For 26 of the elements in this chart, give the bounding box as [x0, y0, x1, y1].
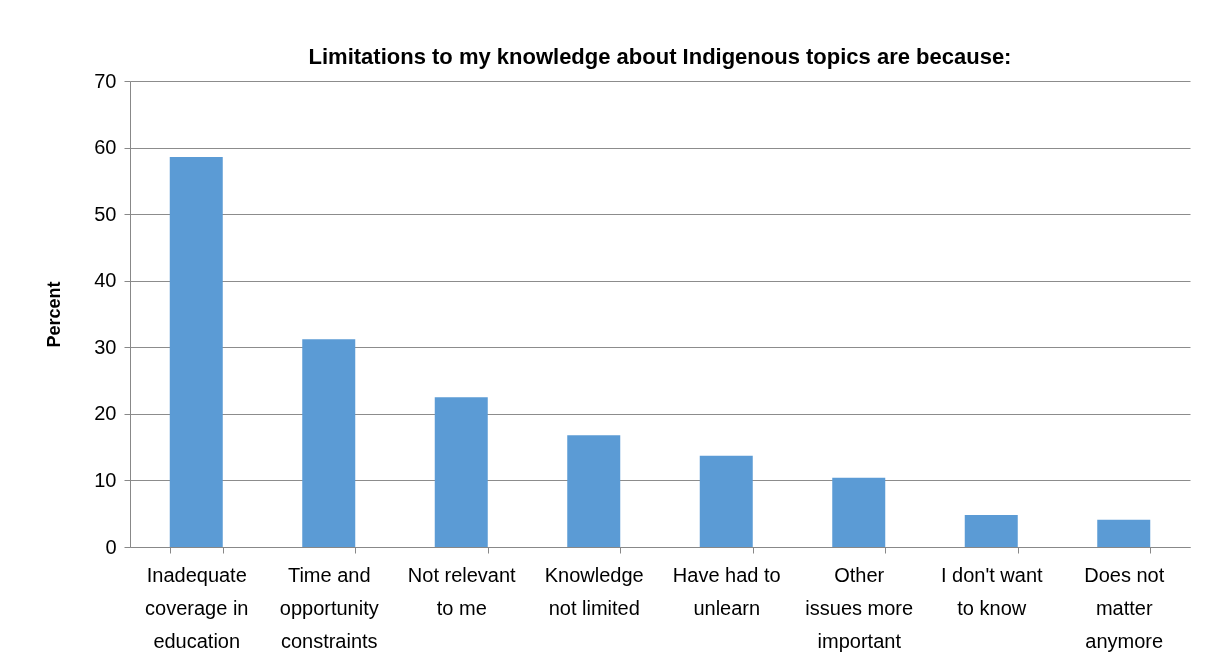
- bar: [302, 339, 356, 547]
- y-tick-label: 40: [94, 269, 117, 292]
- x-tick-label: Inadequate coverage in education: [145, 563, 249, 652]
- bar: [567, 435, 621, 547]
- bar: [699, 455, 753, 547]
- y-tick-label: 70: [94, 69, 117, 92]
- y-tick-label: 60: [94, 136, 117, 159]
- y-tick-label: 0: [105, 535, 117, 558]
- x-tick-label: Time and opportunity constraints: [279, 563, 379, 652]
- chart-title: Limitations to my knowledge about Indigenous topics are because:: [308, 44, 1012, 69]
- bar: [434, 397, 488, 547]
- x-tick-label: Does not matter anymore: [1084, 563, 1165, 652]
- x-tick-label: Other issues more important: [805, 563, 914, 652]
- bar: [964, 515, 1018, 547]
- x-tick-label: Knowledge not limited: [544, 563, 644, 619]
- y-axis-title: Percent: [44, 281, 65, 348]
- x-tick-label: I don't want to know: [940, 563, 1044, 619]
- bar: [832, 477, 886, 547]
- x-tick-label: Not relevant to me: [407, 563, 517, 619]
- y-tick-label: 20: [94, 402, 117, 425]
- y-tick-label: 50: [94, 202, 117, 225]
- y-tick-label: 30: [94, 335, 117, 358]
- x-tick-label: Have had to unlearn: [672, 563, 781, 619]
- bar: [169, 156, 223, 547]
- y-tick-label: 10: [94, 468, 117, 491]
- bar: [1097, 519, 1151, 547]
